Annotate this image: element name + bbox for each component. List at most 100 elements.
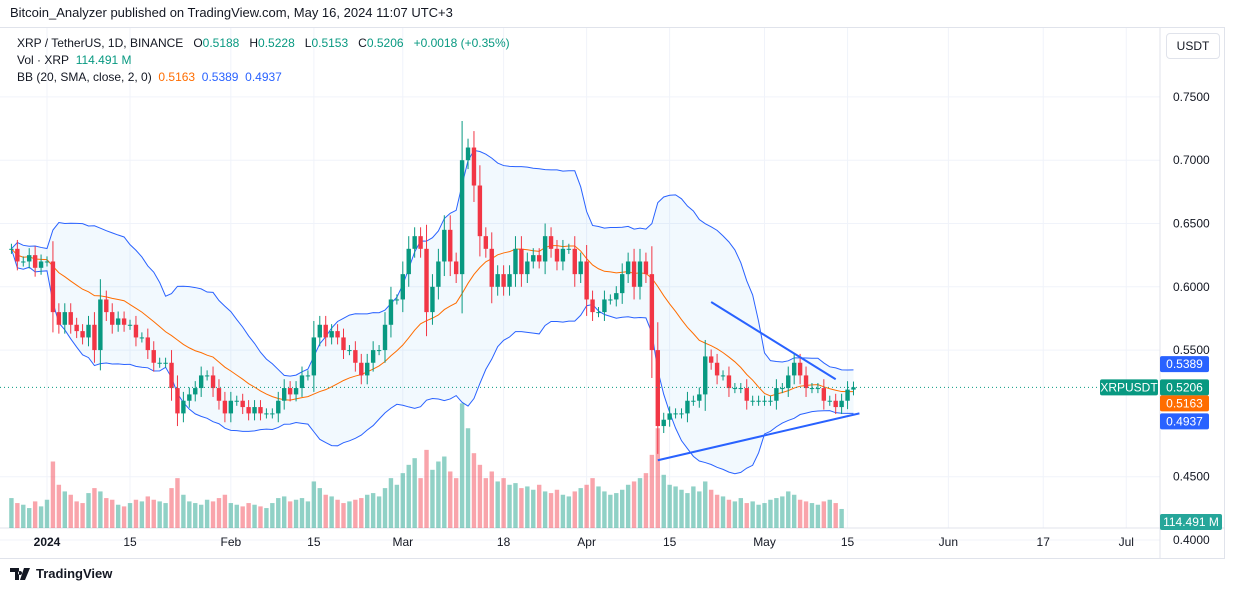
volume-bar [382, 488, 388, 528]
close-label: C [358, 36, 367, 50]
volume-bar [726, 499, 732, 528]
volume-bar [282, 496, 287, 528]
volume-bar [246, 503, 251, 528]
candle-body [382, 324, 388, 351]
volume-bar [151, 499, 156, 528]
volume-bar [234, 504, 239, 528]
bb-lower-tag-bg [1160, 413, 1209, 430]
support-trendline [657, 412, 860, 462]
volume-bar [602, 491, 607, 528]
volume-bar [56, 484, 62, 528]
volume-label[interactable]: Vol · XRP [17, 53, 70, 67]
candle-body [477, 185, 483, 237]
bb-legend: BB (20, SMA, close, 2, 0) 0.5163 0.5389 … [17, 70, 282, 84]
symbol-price-tag: XRPUSDT [1100, 380, 1158, 394]
candle-body [697, 394, 702, 401]
symbol-price-tag-bg [1100, 379, 1158, 396]
resistance-trendline [710, 301, 837, 381]
tradingview-logo[interactable]: TradingView [10, 566, 112, 581]
volume-bar [703, 481, 708, 528]
candle-body [98, 299, 103, 351]
brand-name: TradingView [36, 566, 113, 581]
volume-bar [110, 499, 115, 528]
candle-body [572, 248, 577, 275]
volume-bar [44, 499, 50, 528]
candle-body [827, 400, 832, 402]
candle-body [560, 248, 566, 262]
candle-body [353, 350, 358, 363]
volume-bar [815, 504, 821, 528]
volume-bar [317, 488, 322, 528]
volume-bar [649, 454, 655, 528]
volume-bar [347, 501, 352, 528]
volume-bar [27, 508, 32, 528]
x-tick-label: 15 [841, 535, 855, 549]
candle-body [15, 248, 20, 262]
volume-value: 114.491 M [75, 53, 132, 67]
candle-body [762, 400, 767, 402]
candle-body [270, 413, 275, 415]
volume-bar [198, 504, 204, 528]
bb-label[interactable]: BB (20, SMA, close, 2, 0) [17, 70, 152, 84]
volume-bar [121, 506, 127, 528]
candle-body [821, 388, 827, 401]
candle-body [163, 362, 168, 364]
candle-body [625, 261, 631, 275]
candle-body [359, 362, 364, 376]
volume-bar [531, 489, 536, 528]
candle-body [536, 255, 542, 262]
volume-bar [584, 484, 589, 528]
volume-bar [744, 503, 749, 528]
volume-bar [691, 486, 696, 528]
volume-bar [62, 491, 67, 528]
volume-bar [554, 489, 560, 528]
candle-body [590, 299, 595, 313]
volume-bar [667, 484, 672, 528]
candle-body [282, 388, 287, 401]
x-tick-label: May [753, 535, 776, 549]
bb-upper-tag: 0.5389 [1166, 357, 1203, 371]
candle-body [139, 337, 145, 339]
volume-bar [459, 403, 465, 528]
candle-body [519, 248, 524, 275]
candle-body [637, 261, 643, 287]
candle-body [720, 375, 726, 377]
candle-body [157, 362, 162, 364]
bb-lower-tag: 0.4937 [1166, 414, 1203, 428]
candle-body [240, 400, 245, 408]
volume-bar [697, 491, 702, 528]
volume-bar [15, 503, 20, 528]
candle-body [347, 350, 352, 352]
symbol-title[interactable]: XRP / TetherUS, 1D, BINANCE [17, 36, 184, 50]
candle-body [80, 331, 85, 338]
candle-body [228, 400, 234, 414]
candle-body [442, 229, 447, 262]
volume-bar [572, 491, 577, 528]
volume-bar [762, 503, 767, 528]
candle-body [234, 400, 239, 402]
volume-bar [299, 498, 305, 528]
volume-bar [293, 499, 299, 528]
candle-body [264, 413, 269, 415]
y-tick-label: 0.7500 [1173, 90, 1210, 104]
candle-body [815, 388, 821, 390]
candle-body [774, 388, 779, 401]
candle-body [708, 356, 714, 363]
y-tick-label: 0.4000 [1173, 533, 1210, 547]
volume-bar [335, 499, 340, 528]
candle-body [584, 261, 589, 300]
price-chart[interactable]: 0.4000 0.4500 0.5500 0.6000 0.6500 0.7000 0.75… [0, 28, 1233, 558]
volume-bar [560, 494, 566, 528]
volume-bar [453, 478, 459, 528]
candle-body [311, 337, 317, 376]
candle-body [673, 413, 678, 415]
y-tick-label: 0.7000 [1173, 153, 1210, 167]
candle-body [329, 331, 334, 338]
volume-bar [74, 501, 79, 528]
candle-body [655, 350, 660, 427]
volume-bar [181, 494, 186, 528]
candle-body [376, 350, 382, 352]
candle-body [436, 261, 441, 287]
volume-bar [169, 488, 174, 528]
currency-button[interactable]: USDT [1166, 33, 1220, 59]
